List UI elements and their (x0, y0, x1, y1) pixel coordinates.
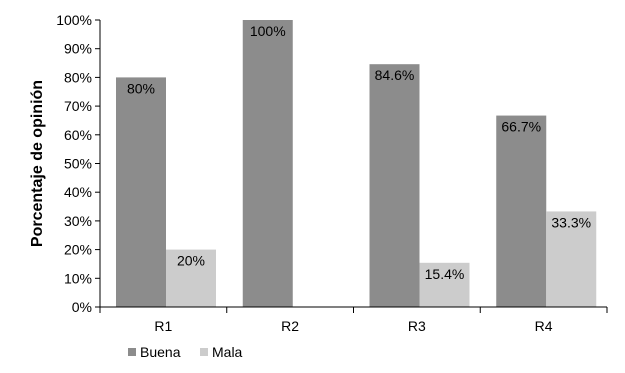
data-label: 66.7% (501, 119, 541, 135)
y-axis: 0% 10% 20% 30% 40% 50% 60% 70% 80% 90% 100% (56, 12, 101, 315)
y-axis-title: Porcentaje de opinión (29, 80, 46, 247)
x-tick-label: R1 (154, 318, 172, 334)
x-tick-label: R3 (408, 318, 426, 334)
bars (116, 20, 597, 308)
y-tick-label: 60% (64, 127, 92, 143)
legend: Buena Mala (128, 344, 243, 360)
data-label: 80% (127, 80, 155, 96)
x-tick-label: R2 (281, 318, 299, 334)
data-label: 33.3% (551, 214, 591, 230)
legend-label: Buena (140, 344, 181, 360)
data-label: 20% (177, 253, 205, 269)
y-tick-label: 30% (64, 213, 92, 229)
y-tick-label: 90% (64, 41, 92, 57)
data-label: 100% (250, 23, 286, 39)
y-tick-label: 70% (64, 98, 92, 114)
data-label: 15.4% (425, 266, 465, 282)
bar-mala-r3 (419, 262, 470, 307)
bar-buena-r1 (116, 77, 166, 308)
y-tick-label: 80% (64, 69, 92, 85)
bar-buena-r4 (496, 115, 547, 307)
x-axis: R1 R2 R3 R4 (99, 306, 608, 334)
y-tick-label: 10% (64, 270, 92, 286)
bar-mala-r4 (546, 211, 597, 307)
data-labels: 80% 100% 84.6% 66.7% 20% 15.4% 33.3% (127, 23, 591, 282)
legend-swatch (128, 348, 136, 356)
legend-label: Mala (212, 344, 243, 360)
bar-buena-r3 (369, 64, 420, 307)
y-tick-label: 40% (64, 184, 92, 200)
legend-swatch (200, 348, 208, 356)
bar-buena-r2 (242, 20, 293, 307)
y-tick-label: 0% (72, 299, 92, 315)
bar-mala-r1 (166, 249, 216, 307)
y-tick-label: 50% (64, 156, 92, 172)
data-label: 84.6% (375, 67, 415, 83)
y-tick-label: 100% (56, 12, 92, 28)
y-tick-label: 20% (64, 242, 92, 258)
x-tick-label: R4 (535, 318, 553, 334)
